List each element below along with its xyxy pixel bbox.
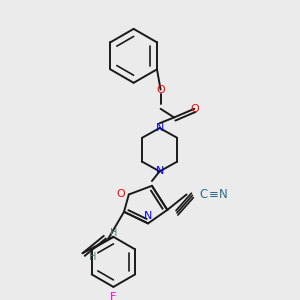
Text: N: N	[155, 167, 164, 176]
Text: ≡: ≡	[208, 188, 218, 201]
Text: H: H	[110, 228, 117, 238]
Text: O: O	[156, 85, 165, 94]
Text: N: N	[155, 123, 164, 133]
Text: N: N	[219, 188, 227, 201]
Text: O: O	[117, 190, 125, 200]
Text: H: H	[88, 252, 96, 262]
Text: N: N	[144, 211, 152, 221]
Text: C: C	[200, 188, 208, 201]
Text: F: F	[110, 292, 117, 300]
Text: O: O	[190, 104, 199, 114]
